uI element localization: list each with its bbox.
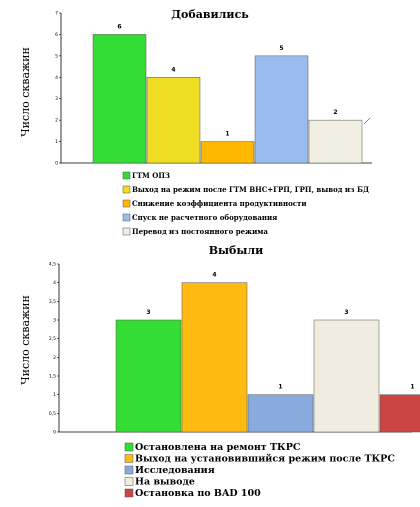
legend-swatch [122, 185, 131, 194]
y-tick-label: 0 [53, 430, 56, 436]
legend-swatch [124, 465, 134, 475]
legend-item-label: Исследования [135, 465, 215, 476]
legend-item-label: Остановлена на ремонт ТКРС [135, 442, 301, 453]
legend-swatch [124, 454, 134, 463]
legend-swatch [122, 199, 131, 208]
bar-4 [313, 319, 380, 433]
chart-1: Добавились 0 1 2 3 4 5 6 7 Число скважин 6 4 1 5 2 ГТМ … [19, 8, 372, 236]
bar-2 [181, 282, 248, 433]
legend-item-label: Спуск не расчетного оборудования [132, 213, 277, 222]
data-label-leader [363, 117, 371, 125]
bar-5 [379, 394, 420, 433]
data-label: 4 [171, 66, 175, 73]
legend-item-label: Выход на режим после ГТМ ВНС+ГРП, ГРП, в… [132, 185, 369, 194]
bar-1 [115, 319, 182, 433]
legend-swatch [122, 227, 131, 236]
legend-item-label: На выводе [135, 477, 195, 488]
y-tick-label: 0 [55, 161, 58, 167]
legend-swatch [122, 213, 131, 222]
data-label: 2 [333, 109, 337, 116]
y-tick-label: 0,5 [49, 411, 56, 417]
chart-2: Выбыли 0 0,5 1 1,5 2 2,5 3 3,5 4 4,5 Число скважин 3… [19, 244, 420, 499]
y-tick-label: 1,5 [49, 374, 56, 380]
y-tick-label: 4 [53, 280, 56, 286]
data-label: 6 [117, 23, 121, 30]
y-tick-label: 1 [55, 139, 58, 145]
bar-1 [92, 34, 147, 164]
data-label: 1 [278, 384, 282, 391]
legend-item-label: Снижение коэффициента продуктивности [132, 199, 307, 208]
y-tick-label: 1 [53, 392, 56, 398]
y-tick-label: 3 [53, 318, 56, 324]
legend-item-label: ГТМ ОПЗ [132, 171, 170, 180]
bar-3 [200, 141, 255, 164]
chart-title: Выбыли [209, 244, 264, 257]
legend-item-label: Выход на установившийся режим после ТКРС [135, 454, 395, 465]
legend-swatch [122, 171, 131, 180]
y-tick-label: 2,5 [49, 336, 56, 342]
data-label: 3 [146, 309, 150, 316]
y-tick-label: 4 [55, 75, 58, 81]
legend-swatch [124, 442, 134, 452]
data-label: 3 [344, 309, 348, 316]
data-label: 1 [225, 131, 229, 138]
y-tick-label: 2 [53, 355, 56, 361]
y-tick-label: 2 [55, 118, 58, 124]
data-label: 4 [212, 272, 216, 279]
y-tick-label: 6 [55, 32, 58, 38]
bar-5 [308, 119, 363, 164]
legend-swatch [124, 477, 134, 486]
data-label: 5 [279, 45, 283, 52]
legend-swatch [124, 488, 134, 498]
bar-3 [247, 394, 314, 433]
legend-item-label: Перевод из постоянного режима [132, 227, 268, 236]
y-tick-label: 3,5 [49, 299, 56, 305]
y-tick-label: 5 [55, 53, 58, 59]
y-tick-label: 7 [55, 11, 58, 17]
y-tick-label: 4,5 [49, 262, 56, 268]
legend-item-label: Остановка по BAD 100 [135, 488, 261, 499]
bar-2 [146, 77, 201, 164]
y-axis-label: Число скважин [19, 47, 32, 137]
data-label: 1 [410, 384, 414, 391]
y-tick-label: 3 [55, 96, 58, 102]
bar-4 [254, 55, 309, 164]
chart-title: Добавились [171, 8, 249, 21]
y-axis-label: Число скважин [19, 295, 32, 385]
